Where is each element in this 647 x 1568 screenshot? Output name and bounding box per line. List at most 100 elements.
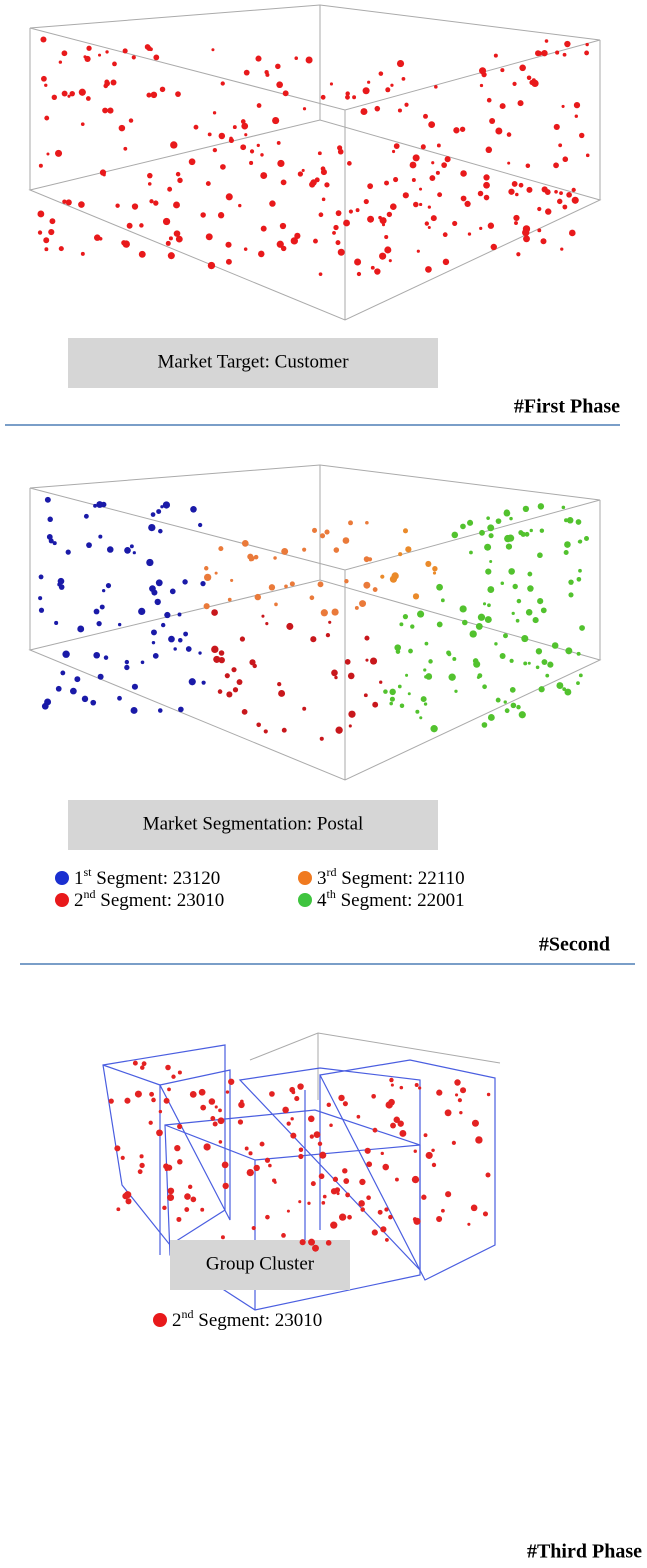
point [93,608,100,615]
point [459,1110,463,1115]
point [268,1163,272,1168]
point [151,1097,156,1103]
point [277,681,282,687]
point [217,689,223,694]
point [281,1233,286,1238]
point [431,1162,437,1168]
point [560,247,564,251]
point [168,635,175,643]
point [105,583,112,589]
point [355,208,360,213]
point [137,1169,143,1175]
point [425,673,433,680]
point [320,533,326,539]
point [318,1173,325,1180]
point [229,136,233,141]
point [318,212,324,218]
point [218,1108,222,1113]
point [432,571,437,575]
phase-heading: #Third Phase [527,1541,642,1563]
point [522,505,530,513]
point [51,94,58,100]
point [274,602,278,607]
point [473,660,481,668]
point [336,1191,340,1196]
point [309,1134,314,1139]
point [363,556,370,563]
point [509,658,514,663]
point [297,171,304,177]
point [397,108,402,113]
point [557,198,563,205]
cube-3 [102,1032,501,1311]
point [184,1207,190,1212]
point [424,221,429,226]
point [372,1127,378,1133]
point [104,79,110,85]
point [419,202,423,207]
point [399,1085,404,1090]
point [99,604,105,610]
point [515,192,519,197]
point [201,680,206,685]
point [358,1200,365,1207]
point [225,193,233,201]
point [69,90,75,97]
point [374,105,381,112]
point [150,91,158,99]
point [205,181,211,187]
point [495,518,502,525]
point [230,578,234,582]
point [261,614,265,618]
point [395,649,401,654]
legend-text: 2 [172,1310,182,1331]
point [244,133,248,137]
point [333,547,340,553]
point [330,1221,338,1229]
point [132,1060,138,1066]
point [444,156,451,163]
point [212,111,217,115]
point [310,1181,316,1187]
point [356,271,362,277]
point [464,200,471,208]
point [260,153,264,157]
point [561,104,565,108]
point [477,190,484,197]
point [537,598,544,605]
point [416,249,420,253]
point [437,192,443,198]
point [193,124,199,130]
point [260,172,268,180]
point [527,571,533,577]
point [404,102,409,107]
point [484,543,492,551]
point [332,1176,339,1182]
point [365,658,369,662]
point [148,1120,153,1125]
point [391,572,399,580]
point [585,42,589,47]
point [385,87,391,93]
point [338,1094,345,1102]
point [139,223,144,228]
point [280,179,287,186]
point [553,123,560,130]
point [412,593,420,600]
point [328,620,332,624]
point [321,1200,326,1205]
point [290,1117,294,1121]
cube-2 [28,464,602,781]
point [244,1146,249,1151]
point [354,605,359,610]
point [124,659,130,665]
point [363,198,369,205]
point [49,218,56,225]
point [175,235,183,243]
legend-text: 3 [317,868,327,889]
caption-box [68,800,438,850]
point [360,1207,365,1212]
point [520,531,526,537]
point [177,1070,182,1075]
